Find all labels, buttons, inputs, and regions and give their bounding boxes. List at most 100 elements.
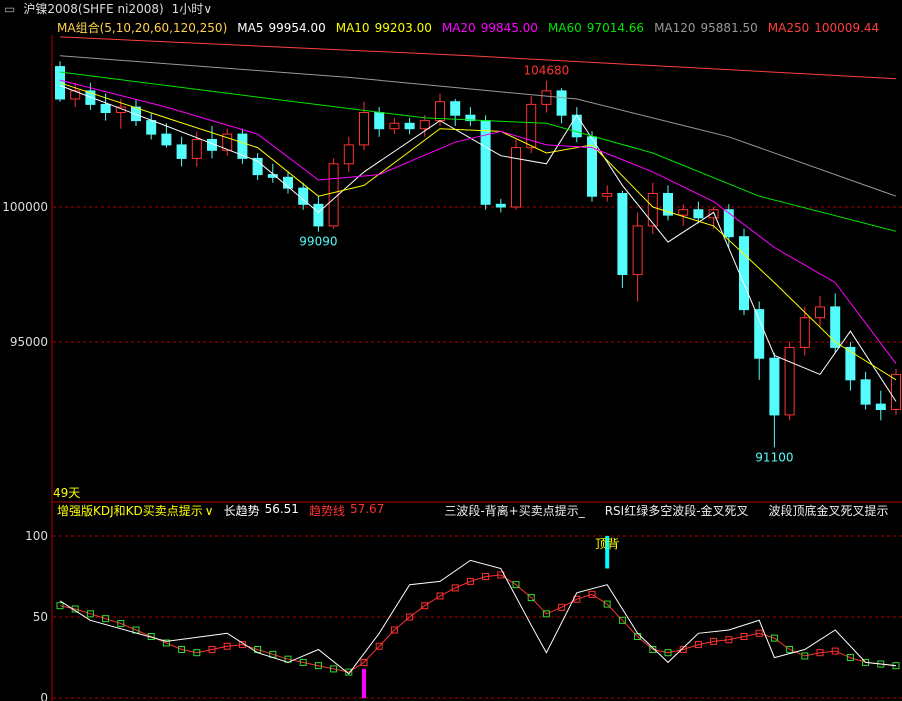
indicator-title[interactable]: 增强版KDJ和KD买卖点提示 xyxy=(57,504,203,518)
d-box xyxy=(466,577,474,585)
d-box xyxy=(846,654,854,662)
candle-body xyxy=(450,101,461,116)
d-box xyxy=(86,610,94,618)
legend-value: 95881.50 xyxy=(700,20,758,35)
d-box xyxy=(406,613,414,621)
d-box xyxy=(588,590,596,598)
d-box xyxy=(710,637,718,645)
icon: ▭ xyxy=(4,1,16,16)
candle-body xyxy=(404,122,415,130)
candle-body xyxy=(845,346,856,381)
menu-item[interactable]: 三波段-背离+买卖点提示_ xyxy=(444,504,585,518)
candle-body xyxy=(313,203,324,227)
ma-line xyxy=(59,36,897,80)
d-box xyxy=(482,573,490,581)
candle-body xyxy=(815,306,825,319)
candle-body xyxy=(389,122,400,130)
ma-line xyxy=(59,85,897,402)
d-box xyxy=(542,610,550,618)
candle-body xyxy=(678,209,689,216)
candle-body xyxy=(374,112,385,130)
d-box xyxy=(314,662,322,670)
d-box xyxy=(512,581,520,589)
menu-item[interactable]: 波段顶底金叉死叉提示 xyxy=(768,504,889,518)
d-box xyxy=(816,649,824,657)
candle-body xyxy=(587,136,597,197)
candle-body xyxy=(131,106,141,122)
candle-body xyxy=(100,103,111,114)
dropdown[interactable]: ∨ xyxy=(203,1,213,16)
candle-body xyxy=(784,346,795,416)
legend-value: 100009.44 xyxy=(814,20,880,35)
legend-item: MA20 99845.00 xyxy=(442,21,538,35)
d-box xyxy=(299,658,307,666)
d-box xyxy=(436,592,444,600)
menu-item[interactable]: RSI红绿多空波段-金叉死叉 xyxy=(604,504,749,518)
stat-name: 趋势线 xyxy=(308,504,345,518)
d-box xyxy=(725,636,733,644)
k-line xyxy=(59,559,897,675)
d-box xyxy=(831,647,839,655)
legend-value: 99954.00 xyxy=(268,20,326,35)
candle-body xyxy=(769,357,780,416)
candle-body xyxy=(495,203,506,208)
candle-body xyxy=(860,379,871,405)
d-box xyxy=(451,584,459,592)
y-tick-label: 100 xyxy=(25,529,48,543)
y-tick-label: 100000 xyxy=(2,200,48,214)
ma-line xyxy=(59,79,897,364)
symbol[interactable]: 沪镍2008(SHFE ni2008) xyxy=(23,2,164,16)
legend-item: MA60 97014.66 xyxy=(548,21,644,35)
candle-body xyxy=(602,193,613,197)
stat-value: 56.51 xyxy=(264,502,299,516)
d-box xyxy=(786,645,794,653)
candle-body xyxy=(647,193,658,227)
d-box xyxy=(527,594,535,602)
candle-body xyxy=(511,147,521,208)
candle-body xyxy=(85,90,96,105)
d-box xyxy=(56,602,64,610)
candle-body xyxy=(708,209,719,219)
ma-line xyxy=(59,82,897,381)
signal-label: 顶背 xyxy=(595,537,619,551)
candle-body xyxy=(632,225,643,276)
extreme-label: 104680 xyxy=(523,64,569,78)
d-box xyxy=(618,616,626,624)
period[interactable]: 1小时 xyxy=(171,2,204,16)
ma-title[interactable]: MA组合(5,10,20,60,120,250) xyxy=(57,21,228,35)
candle-body xyxy=(754,309,765,359)
candle-body xyxy=(328,163,339,227)
candle-body xyxy=(663,193,673,216)
stat: 长趋势 56.51 xyxy=(224,502,299,519)
indicator-legend: 增强版KDJ和KD买卖点提示 ∨ 长趋势 56.51 趋势线 57.67 三波段-背离+买… xyxy=(57,502,902,519)
legend-value: 97014.66 xyxy=(586,20,645,35)
extreme-label: 99090 xyxy=(299,235,337,249)
d-line xyxy=(59,574,897,673)
candle-body xyxy=(556,90,567,116)
ma-legend: MA组合(5,10,20,60,120,250) MA5 99954.00 MA10… xyxy=(57,19,879,36)
d-box xyxy=(390,626,398,634)
d-box xyxy=(421,602,429,610)
candle-body xyxy=(617,193,628,276)
candle-body xyxy=(723,209,734,238)
candle-body xyxy=(252,157,263,176)
legend-name: MA20 xyxy=(441,20,476,35)
d-box xyxy=(679,645,687,653)
candle-body xyxy=(875,403,886,411)
candle-body xyxy=(541,90,552,105)
y-tick-label: 95000 xyxy=(10,335,48,349)
ma-line xyxy=(59,55,897,197)
legend-name: MA10 xyxy=(335,20,370,35)
legend-name: MA120 xyxy=(654,20,696,35)
candle-body xyxy=(739,236,749,311)
signal-bar xyxy=(362,668,366,699)
d-box xyxy=(117,620,125,628)
legend-item: MA10 99203.00 xyxy=(336,21,432,35)
candle-body xyxy=(222,133,233,151)
dropdown[interactable]: ∨ xyxy=(204,503,214,518)
d-box xyxy=(330,665,338,673)
legend-value: 99845.00 xyxy=(480,20,538,35)
d-box xyxy=(664,649,672,657)
